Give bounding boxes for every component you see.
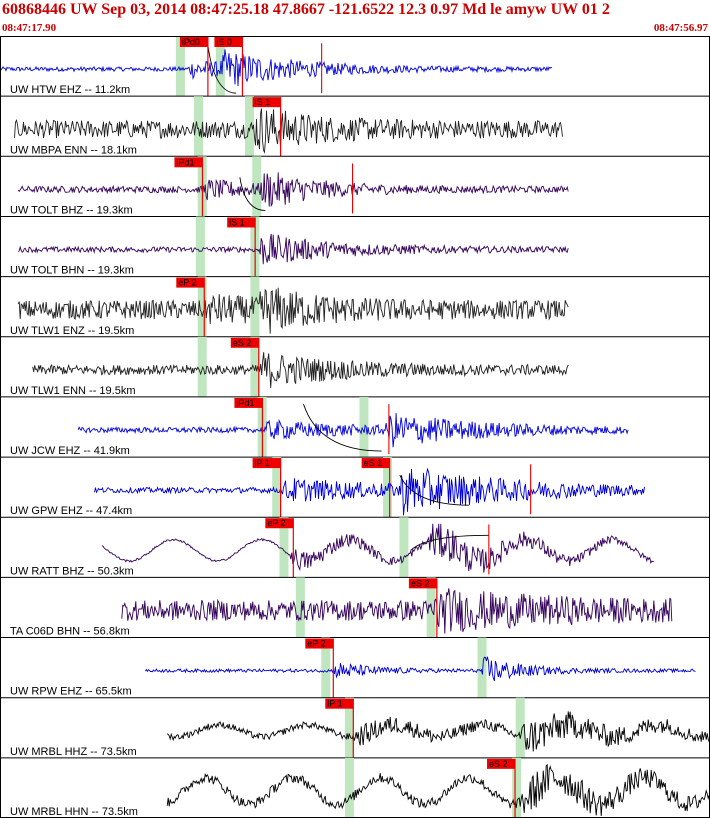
pick-label: eP 2	[178, 278, 196, 288]
trace-panel: eP 2 UW RPW EHZ -- 65.5km	[0, 637, 710, 699]
trace-panel: eP 2 UW RATT BHZ -- 50.3km	[0, 517, 710, 578]
pick-window	[512, 757, 522, 818]
seismogram-plot: iPd0 iS 0 UW HTW EHZ -- 11.2km iS 1 UW MBPA …	[0, 36, 710, 818]
pick-window	[195, 216, 205, 277]
seismogram-trace	[0, 49, 553, 87]
moveout-curve	[239, 177, 266, 211]
seismogram-trace	[14, 108, 563, 154]
trace-panel: iPd0 iS 0 UW HTW EHZ -- 11.2km	[0, 36, 710, 97]
pick-window	[252, 156, 262, 217]
moveout-curve	[399, 474, 469, 506]
pick-window	[244, 96, 254, 157]
channel-label: UW TLW1 ENN -- 19.5km	[10, 385, 136, 397]
pick-label-box	[252, 458, 281, 469]
channel-label: UW MRBL HHZ -- 73.5km	[10, 746, 137, 758]
pick-label: eP 2	[267, 518, 285, 528]
pick-window	[295, 577, 305, 638]
pick-label: eS 2	[233, 338, 252, 348]
seismogram-trace	[17, 172, 569, 208]
pick-label-box	[176, 277, 205, 288]
channel-label: UW JCW EHZ -- 41.9km	[10, 445, 130, 457]
pick-window	[321, 637, 331, 698]
pick-window	[197, 336, 207, 397]
channel-label: UW HTW EHZ -- 11.2km	[10, 84, 130, 96]
seismogram-trace	[32, 352, 569, 388]
pick-label-box	[214, 37, 243, 47]
pick-label-box	[325, 698, 354, 709]
pick-label-box	[487, 758, 516, 769]
pick-window	[194, 96, 204, 157]
seismogram-trace	[166, 711, 710, 752]
channel-label: UW MBPA ENN -- 18.1km	[10, 144, 137, 156]
pick-label: iP 1	[327, 699, 342, 709]
pick-window	[175, 36, 185, 97]
trace-panel: iS 1 UW MBPA ENN -- 18.1km	[0, 96, 710, 157]
pick-label: iPd1	[176, 157, 194, 167]
pick-window	[272, 457, 282, 518]
trace-panel: iPd1 UW JCW EHZ -- 41.9km	[0, 396, 710, 458]
time-start-label: 08:47:17.90	[2, 22, 57, 34]
pick-label-box	[305, 638, 334, 649]
pick-label: eS 1	[364, 458, 383, 468]
pick-label: iS 1	[255, 97, 271, 107]
event-title: 60868446 UW Sep 03, 2014 08:47:25.18 47.…	[2, 1, 610, 18]
seismogram-trace	[101, 523, 654, 573]
channel-label: UW TLW1 ENZ -- 19.5km	[10, 325, 134, 337]
trace-panel: iP 1 UW MRBL HHZ -- 73.5km	[0, 697, 710, 759]
pick-label-box	[174, 157, 203, 168]
moveout-curve	[303, 403, 382, 452]
pick-window	[279, 517, 289, 578]
channel-label: UW RPW EHZ -- 65.5km	[10, 686, 132, 698]
pick-window	[399, 517, 409, 578]
trace-panel: iP 1 eS 1 UW GPW EHZ -- 47.4km	[0, 457, 710, 518]
pick-label-box	[230, 337, 259, 348]
seismogram-trace	[17, 287, 569, 334]
pick-label: eS 2	[489, 759, 508, 769]
trace-panel: eS 2 UW MRBL HHN -- 73.5km	[0, 757, 710, 818]
pick-label: iP 1	[255, 458, 270, 468]
pick-label-box	[234, 397, 263, 408]
pick-label: eP 2	[307, 639, 325, 649]
pick-label: iPd1	[236, 398, 254, 408]
trace-panel: iS 1 UW TOLT BHN -- 19.3km	[0, 216, 710, 278]
header: 60868446 UW Sep 03, 2014 08:47:25.18 47.…	[0, 0, 710, 36]
pick-label-box	[408, 578, 437, 589]
pick-label-box	[252, 97, 281, 108]
channel-label: TA C06D BHN -- 56.8km	[10, 626, 130, 638]
pick-window	[197, 276, 207, 337]
channel-label: UW RATT BHZ -- 50.3km	[10, 565, 134, 577]
pick-label-box	[265, 518, 294, 529]
trace-panel: eS 2 TA C06D BHN -- 56.8km	[0, 577, 710, 639]
channel-label: UW MRBL HHN -- 73.5km	[10, 806, 138, 818]
channel-label: UW GPW EHZ -- 47.4km	[10, 505, 132, 517]
pick-window	[359, 396, 369, 458]
pick-label: eS 2	[411, 578, 430, 588]
trace-panel: iPd1 UW TOLT BHZ -- 19.3km	[0, 156, 710, 217]
seismogram-trace	[145, 656, 696, 682]
seismogram-trace	[17, 233, 569, 265]
seismogram-trace	[94, 467, 645, 516]
seismogram-trace	[121, 588, 673, 634]
channel-label: UW TOLT BHN -- 19.3km	[10, 265, 134, 277]
seismogram-trace	[166, 763, 710, 817]
trace-panel: eS 2 UW TLW1 ENN -- 19.5km	[0, 336, 710, 398]
pick-window	[250, 336, 260, 397]
pick-window	[515, 697, 525, 758]
channel-label: UW TOLT BHZ -- 19.3km	[10, 204, 133, 216]
pick-label-box	[361, 458, 390, 469]
pick-label: iS 0	[216, 37, 232, 47]
moveout-curve	[410, 534, 489, 551]
pick-window	[250, 276, 260, 337]
time-end-label: 08:47:56.97	[653, 22, 708, 34]
pick-label: iPd0	[182, 37, 200, 47]
pick-window	[477, 637, 487, 698]
pick-label: iS 1	[229, 217, 245, 227]
trace-panel: eP 2 UW TLW1 ENZ -- 19.5km	[0, 276, 710, 338]
seismogram-trace	[77, 413, 629, 448]
pick-window	[344, 757, 354, 818]
pick-window	[344, 697, 354, 758]
pick-label-box	[179, 37, 208, 47]
pick-label-box	[227, 217, 256, 228]
